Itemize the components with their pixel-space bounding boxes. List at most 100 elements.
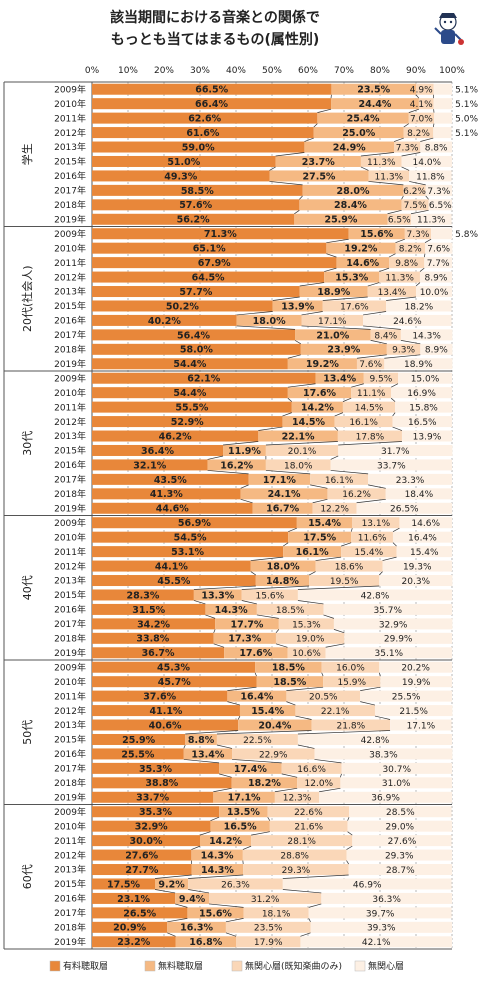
value-label: 39.7%	[366, 909, 395, 919]
bar-segment	[185, 733, 217, 745]
bar-segment	[92, 127, 314, 139]
year-label: 2011年	[54, 257, 86, 269]
value-label: 44.6%	[156, 504, 189, 515]
value-label: 45.7%	[158, 677, 191, 688]
bar-segment	[300, 936, 452, 948]
bar-segment	[346, 849, 452, 861]
bar-segment	[282, 878, 452, 890]
bar-segment	[92, 199, 300, 211]
value-label: 18.5%	[273, 677, 306, 688]
value-label: 35.1%	[375, 649, 404, 659]
year-label: 2013年	[54, 430, 86, 442]
value-label: 18.0%	[253, 316, 286, 327]
value-label: 38.8%	[145, 778, 178, 789]
value-label: 27.6%	[125, 850, 158, 861]
value-label: 55.5%	[175, 403, 208, 414]
value-label: 15.4%	[251, 706, 284, 717]
value-label: 18.2%	[405, 302, 434, 312]
year-label: 2016年	[54, 604, 86, 616]
bar-segment	[351, 387, 392, 399]
year-label: 2010年	[54, 531, 86, 543]
year-label: 2018年	[54, 777, 86, 789]
chart-title-line-2: もっとも当てはまるもの(属性別)	[111, 31, 320, 48]
connector-line	[154, 889, 176, 894]
value-label: 14.3%	[215, 605, 248, 616]
bar-segment	[92, 387, 288, 399]
year-label: 2011年	[54, 690, 86, 702]
bar-segment	[250, 560, 316, 572]
bar-segment	[321, 892, 452, 904]
value-label: 11.1%	[357, 389, 386, 399]
connector-line	[378, 672, 381, 677]
bar-segment	[92, 271, 325, 283]
value-label: 49.3%	[164, 171, 197, 182]
bar-segment	[374, 705, 453, 717]
bar-segment	[236, 936, 301, 948]
bar-segment	[301, 314, 364, 326]
value-label: 14.5%	[355, 404, 384, 414]
value-label: 21.5%	[399, 707, 428, 717]
connector-line	[325, 643, 345, 648]
value-label: 16.1%	[349, 418, 378, 428]
value-label: 62.6%	[188, 114, 221, 125]
bar-segment	[433, 83, 452, 95]
bar-segment	[389, 257, 425, 269]
bar-segment	[425, 242, 453, 254]
bar-segment	[294, 213, 388, 225]
value-label: 18.0%	[284, 461, 313, 471]
connector-line	[213, 643, 225, 648]
value-label: 31.2%	[251, 895, 280, 905]
value-label: 14.6%	[346, 258, 379, 269]
year-label: 2017年	[54, 474, 86, 486]
connector-line	[360, 152, 395, 157]
bar-segment	[92, 820, 211, 832]
bar-segment	[385, 488, 452, 500]
connector-line	[282, 412, 292, 417]
connector-line	[420, 137, 434, 142]
year-label: 2016年	[54, 893, 86, 905]
bar-segment	[387, 213, 411, 225]
year-label: 2016年	[54, 748, 86, 760]
value-label: 17.1%	[228, 793, 261, 804]
value-label: 6.5%	[429, 201, 452, 211]
bar-segment	[340, 777, 452, 789]
connector-line	[330, 455, 339, 460]
value-label: 66.4%	[195, 99, 228, 110]
value-label: 8.9%	[425, 273, 448, 283]
connector-line	[300, 932, 311, 937]
bar-segment	[155, 878, 189, 890]
bar-segment	[379, 661, 452, 673]
connector-line	[216, 744, 233, 749]
x-tick-label: 40%	[226, 66, 246, 76]
connector-line	[350, 528, 353, 532]
value-label: 17.7%	[230, 619, 263, 630]
connector-line	[213, 787, 232, 793]
connector-line	[240, 484, 249, 489]
bar-segment	[167, 921, 226, 933]
value-label: 46.9%	[353, 880, 382, 890]
connector-line	[281, 773, 298, 778]
bar-segment	[92, 603, 206, 615]
value-label: 25.5%	[392, 693, 421, 703]
value-label: 6.2%	[403, 187, 426, 197]
bar-segment	[356, 358, 385, 370]
legend-swatch	[354, 960, 366, 972]
bar-segment	[232, 748, 315, 760]
bar-segment	[331, 98, 419, 110]
value-label: 19.2%	[344, 244, 377, 255]
connector-line	[310, 484, 328, 489]
bar-segment	[92, 575, 256, 587]
value-label: 18.4%	[405, 490, 434, 500]
value-label: 58.5%	[181, 186, 214, 197]
bar-segment	[223, 444, 266, 456]
bar-segment	[348, 864, 452, 876]
value-label: 67.9%	[198, 258, 231, 269]
gridlines	[3, 81, 453, 950]
bar-segment	[240, 488, 328, 500]
connector-line	[295, 715, 312, 720]
bar-segment	[342, 401, 396, 413]
connector-line	[207, 455, 224, 460]
connector-line	[391, 383, 399, 388]
connector-line	[250, 571, 256, 576]
